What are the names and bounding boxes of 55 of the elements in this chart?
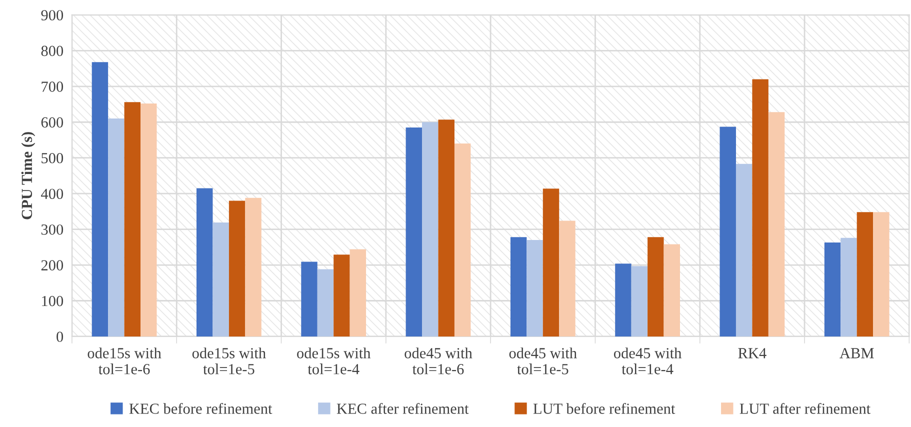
- bar: [454, 144, 471, 336]
- bar: [526, 240, 543, 336]
- bar: [196, 188, 213, 336]
- bar: [768, 112, 785, 336]
- y-tick-label: 900: [41, 10, 64, 20]
- bar: [245, 198, 262, 336]
- bar: [438, 120, 454, 336]
- bar: [124, 102, 141, 336]
- bar: [212, 222, 229, 336]
- bar: [228, 200, 246, 336]
- bar: [873, 212, 890, 336]
- x-tick-label: ode15s with tol=1e-4: [297, 348, 371, 374]
- y-tick-label: 700: [42, 82, 64, 92]
- y-axis-title: CPU Time (s): [21, 132, 36, 220]
- bar: [824, 242, 841, 336]
- bar: [334, 254, 350, 336]
- bar: [631, 266, 648, 336]
- legend-label: KEC after refinement: [336, 402, 469, 414]
- bar: [510, 237, 527, 336]
- x-tick-label: ode45 with tol=1e-6: [404, 348, 472, 374]
- y-tick-label: 100: [42, 296, 64, 306]
- bar: [664, 244, 680, 336]
- bar: [350, 249, 366, 336]
- bar: [736, 164, 752, 336]
- x-tick-label: ode45 with tol=1e-4: [614, 348, 682, 374]
- bar: [542, 188, 560, 336]
- y-tick-label: 0: [56, 332, 64, 342]
- bar: [92, 62, 108, 336]
- bar: [140, 104, 157, 336]
- y-tick-label: 400: [41, 188, 64, 200]
- y-tick-label: 600: [41, 117, 64, 128]
- bar: [720, 126, 736, 336]
- x-tick-label: RK4: [738, 348, 766, 358]
- x-tick-label: ABM: [840, 348, 874, 358]
- legend-label: LUT before refinement: [533, 402, 676, 414]
- bar: [615, 264, 632, 336]
- x-tick-label: ode15s with tol=1e-6: [88, 348, 162, 374]
- x-tick-label: ode15s with tol=1e-5: [192, 348, 266, 374]
- bar: [752, 79, 768, 336]
- bar: [559, 220, 576, 336]
- bar: [108, 118, 124, 336]
- bar: [856, 212, 874, 336]
- bar: [317, 269, 334, 336]
- bar: [406, 127, 422, 336]
- y-tick-label: 800: [41, 46, 64, 56]
- legend-label: KEC before refinement: [129, 402, 272, 414]
- y-tick-label: 200: [41, 260, 64, 270]
- y-tick-label: 500: [42, 152, 64, 164]
- bar: [648, 237, 664, 336]
- x-tick-label: ode45 with tol=1e-5: [509, 348, 577, 374]
- bar: [301, 262, 318, 336]
- bar: [422, 122, 438, 336]
- bar: [840, 238, 857, 336]
- y-tick-label: 300: [41, 224, 64, 235]
- legend-label: LUT after refinement: [740, 402, 870, 414]
